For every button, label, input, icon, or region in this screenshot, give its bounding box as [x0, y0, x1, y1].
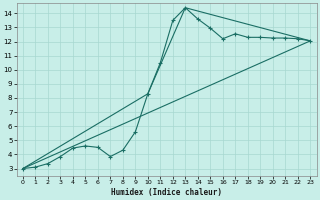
X-axis label: Humidex (Indice chaleur): Humidex (Indice chaleur) — [111, 188, 222, 197]
